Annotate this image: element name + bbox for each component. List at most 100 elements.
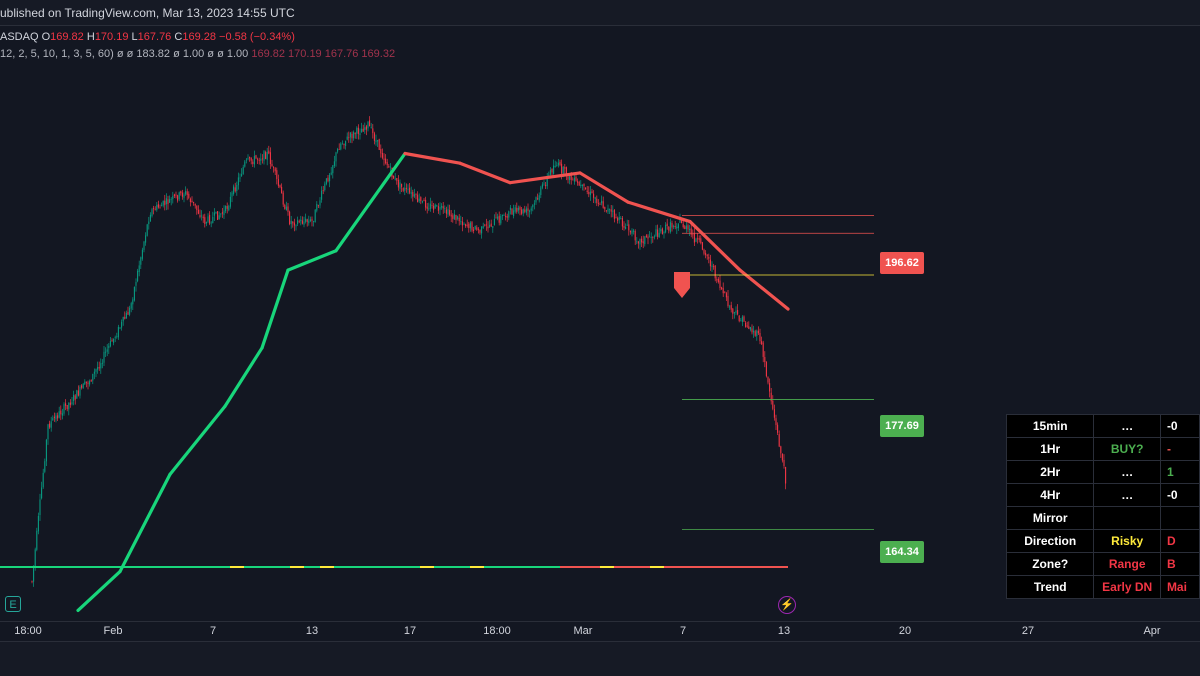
candle-body xyxy=(761,341,763,344)
earnings-icon[interactable]: E xyxy=(5,596,21,612)
timeframe-cell: 1Hr xyxy=(1005,437,1095,461)
candle-body xyxy=(634,231,636,241)
symbol-name: ASDAQ xyxy=(0,31,39,43)
published-info: ublished on TradingView.com, Mar 13, 202… xyxy=(0,6,295,20)
candle-body xyxy=(319,200,321,206)
candle-body xyxy=(122,316,124,322)
candle-body xyxy=(618,216,620,220)
candle-body xyxy=(31,581,33,583)
moving-average-segment xyxy=(508,171,582,185)
candle-body xyxy=(396,178,398,181)
candle-body xyxy=(100,363,102,369)
candle-body xyxy=(241,174,243,177)
timeframe-cell: 15min xyxy=(1005,414,1095,438)
candle-body xyxy=(45,439,47,462)
candle-body xyxy=(729,306,731,308)
sell-marker xyxy=(674,272,690,298)
symbol-legend: ASDAQ O169.82 H170.19 L167.76 C169.28 −0… xyxy=(0,31,295,43)
candle-body xyxy=(447,209,449,215)
candle-body xyxy=(412,191,414,197)
timeframe-cell: 4Hr xyxy=(1005,483,1095,507)
candle-body xyxy=(135,281,137,286)
candle-body xyxy=(471,222,473,231)
chart-area[interactable] xyxy=(0,26,1200,621)
candle-body xyxy=(170,198,172,200)
x-tick: Apr xyxy=(1143,625,1161,637)
candle-body xyxy=(442,206,444,209)
candle-body xyxy=(185,191,187,195)
candle-body xyxy=(778,434,780,447)
candle-body xyxy=(556,165,558,167)
candle-body xyxy=(469,222,471,229)
candle-body xyxy=(665,224,667,233)
candle-body xyxy=(772,400,774,409)
candle-body xyxy=(458,217,460,222)
candle-body xyxy=(524,209,526,212)
candle-body xyxy=(258,159,260,161)
moving-average-segment xyxy=(260,268,290,350)
candle-body xyxy=(293,222,295,226)
lightning-icon[interactable]: ⚡ xyxy=(778,596,796,614)
candle-body xyxy=(748,326,750,329)
candle-body xyxy=(245,159,247,161)
time-axis[interactable]: 18:00 Feb 7 13 17 18:00 Mar 7 13 20 27 A… xyxy=(0,621,1200,642)
candle-body xyxy=(381,152,383,158)
candle-body xyxy=(250,157,252,161)
candle-body xyxy=(116,336,118,338)
candle-body xyxy=(402,188,404,191)
candle-body xyxy=(73,394,75,402)
candle-body xyxy=(745,322,747,327)
candle-body xyxy=(476,227,478,230)
candle-body xyxy=(530,208,532,211)
candle-body xyxy=(655,229,657,236)
table-row: 1Hr BUY? - xyxy=(1005,437,1200,461)
candle-body xyxy=(66,405,68,410)
candle-body xyxy=(586,190,588,192)
signal-cell: BUY? xyxy=(1093,437,1161,461)
candle-body xyxy=(106,349,108,352)
candle-body xyxy=(516,207,518,212)
candle-body xyxy=(689,228,691,231)
candle-body xyxy=(773,409,775,418)
candle-body xyxy=(39,499,41,516)
candle-body xyxy=(175,194,177,196)
candle-body xyxy=(413,194,415,197)
price-chart[interactable] xyxy=(0,26,1200,621)
candle-body xyxy=(132,299,134,305)
candle-body xyxy=(394,178,396,180)
candle-body xyxy=(428,208,430,210)
candle-body xyxy=(165,198,167,205)
candle-body xyxy=(525,208,527,213)
x-tick: 17 xyxy=(403,625,417,637)
signal-cell: Risky xyxy=(1093,529,1161,553)
candle-body xyxy=(252,161,254,165)
candle-body xyxy=(677,224,679,229)
candle-body xyxy=(410,192,412,194)
moving-average-segment xyxy=(223,346,264,408)
candle-body xyxy=(532,205,534,208)
candle-body xyxy=(713,266,715,268)
candle-body xyxy=(356,127,358,134)
candle-body xyxy=(511,208,513,215)
candle-body xyxy=(591,191,593,194)
candle-body xyxy=(679,218,681,223)
candle-body xyxy=(95,369,97,372)
candle-body xyxy=(351,133,353,139)
candle-body xyxy=(698,238,700,240)
candle-body xyxy=(249,157,251,159)
candle-body xyxy=(457,216,459,219)
candle-body xyxy=(156,204,158,210)
candle-body xyxy=(764,357,766,362)
moving-average-segment xyxy=(76,569,122,613)
candle-body xyxy=(645,235,647,238)
candle-body xyxy=(570,174,572,180)
candle-body xyxy=(529,210,531,212)
candle-body xyxy=(167,199,169,205)
candle-body xyxy=(724,291,726,293)
candle-body xyxy=(777,424,779,433)
candle-body xyxy=(505,216,507,217)
candle-body xyxy=(343,143,345,145)
candle-body xyxy=(353,131,355,139)
candle-body xyxy=(37,515,39,532)
candle-body xyxy=(284,204,286,209)
